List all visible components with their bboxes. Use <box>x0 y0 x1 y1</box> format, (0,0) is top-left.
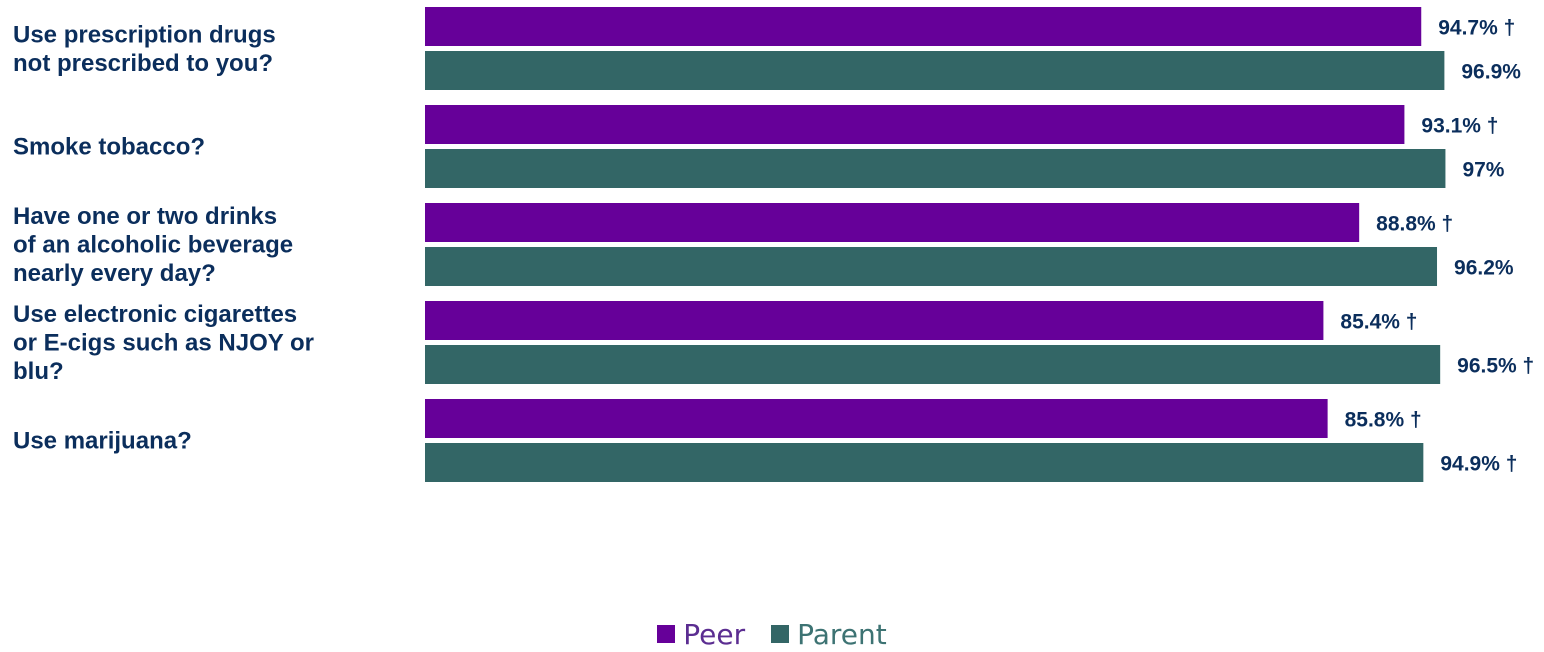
bar-parent <box>425 345 1441 384</box>
category-label: Use marijuana? <box>13 428 192 455</box>
category-label-line: of an alcoholic beverage <box>13 232 293 259</box>
category-label-line: not prescribed to you? <box>13 50 273 77</box>
data-label-parent: 96.5% † <box>1457 355 1534 378</box>
legend-label-peer: Peer <box>683 617 746 651</box>
legend-swatch-peer <box>657 625 676 643</box>
bar-parent <box>425 149 1446 188</box>
data-label-parent: 97% <box>1462 159 1504 182</box>
data-label-parent: 96.2% <box>1454 257 1514 280</box>
bars <box>425 7 1446 482</box>
data-label-parent: 94.9% † <box>1440 453 1517 476</box>
category-label-line: nearly every day? <box>13 260 216 287</box>
category-label-line: Use electronic cigarettes <box>13 301 297 328</box>
category-label-line: Have one or two drinks <box>13 203 277 230</box>
bar-parent <box>425 443 1424 482</box>
data-label-peer: 93.1% † <box>1421 115 1498 138</box>
category-label: Smoke tobacco? <box>13 134 205 161</box>
category-label: Use electronic cigarettes or E-cigs such … <box>13 301 314 385</box>
legend: Peer Parent <box>0 616 1544 652</box>
bar-parent <box>425 51 1445 90</box>
category-labels: Use prescription drugs not prescribed to … <box>13 21 314 454</box>
bar-peer <box>425 301 1324 340</box>
bar-peer <box>425 105 1405 144</box>
bar-parent <box>425 247 1438 286</box>
category-label-line: Smoke tobacco? <box>13 134 205 161</box>
category-label-line: blu? <box>13 358 64 385</box>
data-label-peer: 88.8% † <box>1376 213 1453 236</box>
category-label-line: Use marijuana? <box>13 428 192 455</box>
bar-peer <box>425 399 1328 438</box>
data-label-peer: 85.8% † <box>1345 409 1422 432</box>
legend-label-parent: Parent <box>797 617 887 651</box>
value-labels: 94.7% † 96.9% 93.1% † 97% 88.8% †96.2% 85.4% … <box>1340 17 1534 476</box>
data-label-parent: 96.9% <box>1461 61 1521 84</box>
category-label: Have one or two drinks of an alcoholic be… <box>13 203 293 287</box>
category-label-line: or E-cigs such as NJOY or <box>13 330 314 357</box>
legend-item-peer: Peer <box>657 618 745 651</box>
category-label: Use prescription drugs not prescribed to … <box>13 21 276 77</box>
bar-peer <box>425 203 1360 242</box>
bar-peer <box>425 7 1422 46</box>
legend-swatch-parent <box>771 625 790 643</box>
category-label-line: Use prescription drugs <box>13 21 276 48</box>
data-label-peer: 85.4% † <box>1340 311 1417 334</box>
legend-item-parent: Parent <box>771 618 887 651</box>
data-label-peer: 94.7% † <box>1438 17 1515 40</box>
